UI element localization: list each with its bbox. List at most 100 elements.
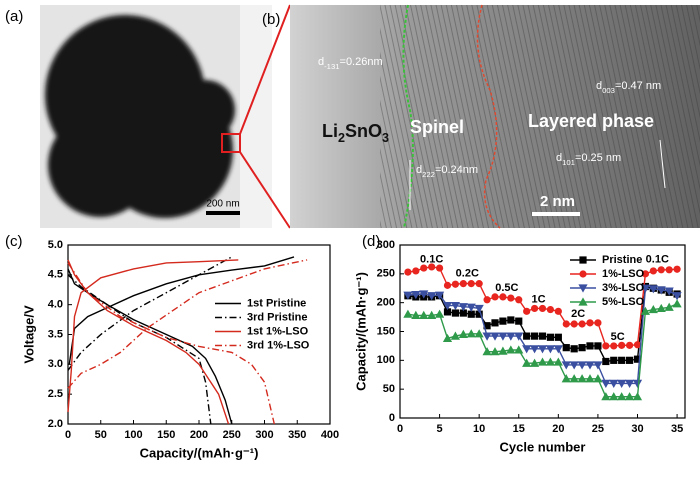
- x-tick-label: 30: [631, 423, 643, 435]
- legend-marker: [579, 270, 587, 278]
- text-part: 222: [422, 170, 435, 179]
- marker: [624, 392, 635, 401]
- marker: [491, 293, 499, 301]
- marker: [656, 303, 666, 313]
- d-spacing-label: d222=0.24nm: [416, 164, 478, 179]
- marker: [412, 267, 420, 275]
- marker: [499, 317, 507, 325]
- marker: [419, 310, 429, 319]
- legend-label: 5%-LSO: [602, 296, 645, 308]
- text-part: d: [318, 56, 324, 68]
- x-tick-label: 100: [124, 429, 142, 441]
- marker: [475, 280, 483, 288]
- y-tick-label: 50: [383, 383, 395, 395]
- y-tick-label: 300: [377, 239, 395, 251]
- marker: [467, 310, 475, 318]
- marker: [507, 316, 515, 324]
- panel-label: (d): [362, 233, 380, 250]
- marker: [442, 333, 453, 343]
- series-line: [67, 256, 295, 425]
- x-tick-label: 25: [592, 423, 604, 435]
- marker: [578, 344, 586, 352]
- marker: [569, 361, 579, 370]
- marker: [474, 329, 484, 338]
- annotation: 1C: [532, 294, 546, 306]
- series-line: [67, 256, 233, 425]
- marker: [673, 265, 681, 273]
- panel-label: (c): [5, 233, 23, 250]
- marker: [435, 264, 444, 272]
- annotation: 0.2C: [456, 268, 479, 280]
- marker: [506, 332, 516, 341]
- legend-label: 1%-LSO: [602, 268, 645, 280]
- y-tick-label: 0: [389, 412, 395, 424]
- legend-marker: [578, 297, 588, 306]
- text-part: 101: [562, 158, 575, 167]
- text-part: -131: [324, 62, 339, 71]
- annotation: 0.1C: [420, 253, 443, 265]
- marker: [554, 307, 562, 315]
- marker: [427, 310, 437, 319]
- legend-label: 3rd 1%-LSO: [247, 339, 310, 351]
- x-tick-label: 0: [397, 423, 403, 435]
- y-tick-label: 4.0: [48, 299, 63, 311]
- marker: [538, 332, 547, 340]
- text-part: 003: [602, 86, 615, 95]
- annotation: 0.1C: [646, 253, 669, 265]
- marker: [482, 347, 492, 356]
- x-tick-label: 150: [157, 429, 175, 441]
- marker: [664, 287, 674, 296]
- x-axis-label: Cycle number: [500, 439, 586, 454]
- marker: [609, 392, 619, 401]
- marker: [640, 306, 651, 315]
- marker: [648, 304, 658, 314]
- marker: [515, 317, 523, 325]
- marker: [466, 329, 476, 338]
- x-tick-label: 35: [671, 423, 683, 435]
- marker: [483, 296, 491, 304]
- marker: [578, 320, 586, 328]
- marker: [499, 293, 507, 301]
- marker: [419, 290, 429, 299]
- panel-label: (b): [262, 11, 280, 28]
- marker: [515, 296, 523, 304]
- scale-bar-label: 200 nm: [206, 199, 239, 210]
- marker: [523, 332, 531, 340]
- series-line: [67, 259, 308, 425]
- scale-bar-label: 2 nm: [540, 193, 575, 210]
- text-part: =0.25 nm: [575, 152, 621, 164]
- marker: [593, 374, 603, 383]
- x-tick-label: 20: [552, 423, 564, 435]
- x-tick-label: 15: [513, 423, 525, 435]
- series-line: [67, 259, 239, 425]
- marker: [483, 322, 491, 330]
- legend-marker: [578, 284, 588, 293]
- phase-label: Li2SnO3: [322, 121, 389, 146]
- marker: [618, 356, 626, 364]
- marker: [529, 358, 540, 367]
- marker: [490, 332, 500, 341]
- marker: [602, 357, 610, 366]
- legend-label: Pristine: [602, 254, 642, 266]
- marker: [537, 357, 548, 366]
- marker: [545, 357, 556, 366]
- marker: [633, 341, 642, 349]
- marker: [672, 292, 682, 301]
- marker: [482, 332, 492, 341]
- y-tick-label: 2.5: [48, 388, 63, 400]
- marker: [514, 332, 524, 341]
- marker: [434, 309, 445, 318]
- marker: [664, 302, 674, 311]
- marker: [624, 379, 635, 388]
- marker: [665, 266, 673, 274]
- marker: [420, 264, 428, 272]
- marker: [466, 303, 476, 312]
- marker: [553, 345, 563, 354]
- marker: [546, 305, 555, 314]
- marker: [506, 345, 516, 354]
- marker: [491, 319, 499, 327]
- marker: [545, 345, 556, 354]
- marker: [451, 309, 460, 317]
- y-tick-label: 250: [377, 268, 395, 280]
